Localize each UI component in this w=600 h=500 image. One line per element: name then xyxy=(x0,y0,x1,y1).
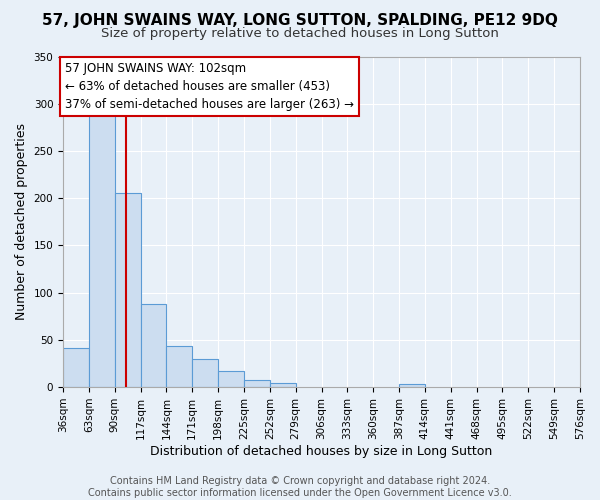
Text: Size of property relative to detached houses in Long Sutton: Size of property relative to detached ho… xyxy=(101,28,499,40)
Text: 57, JOHN SWAINS WAY, LONG SUTTON, SPALDING, PE12 9DQ: 57, JOHN SWAINS WAY, LONG SUTTON, SPALDI… xyxy=(42,12,558,28)
Bar xyxy=(140,304,166,387)
Bar xyxy=(399,384,425,387)
Y-axis label: Number of detached properties: Number of detached properties xyxy=(15,124,28,320)
Text: Contains HM Land Registry data © Crown copyright and database right 2024.
Contai: Contains HM Land Registry data © Crown c… xyxy=(88,476,512,498)
Bar xyxy=(63,348,89,387)
Bar xyxy=(115,194,140,387)
Text: 57 JOHN SWAINS WAY: 102sqm
← 63% of detached houses are smaller (453)
37% of sem: 57 JOHN SWAINS WAY: 102sqm ← 63% of deta… xyxy=(65,62,354,111)
Bar xyxy=(89,110,115,387)
Bar xyxy=(218,371,244,387)
X-axis label: Distribution of detached houses by size in Long Sutton: Distribution of detached houses by size … xyxy=(151,444,493,458)
Bar xyxy=(166,346,192,387)
Bar xyxy=(244,380,270,387)
Bar xyxy=(270,384,296,387)
Bar xyxy=(192,359,218,387)
